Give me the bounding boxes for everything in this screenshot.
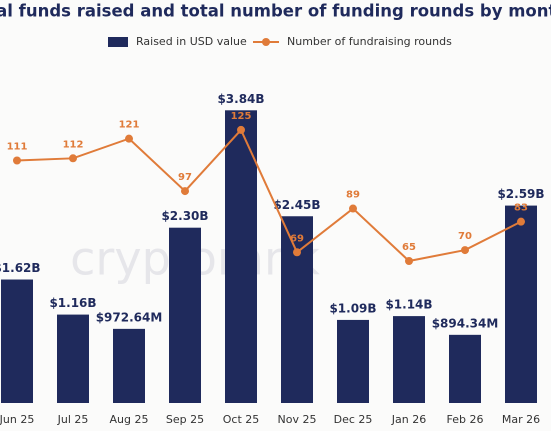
line-point	[349, 204, 357, 213]
legend-swatch	[262, 38, 270, 46]
bar	[225, 110, 257, 403]
x-tick-label: Jul 25	[57, 413, 89, 426]
x-tick-label: Oct 25	[223, 413, 260, 426]
bar-value-label: $1.16B	[49, 296, 96, 310]
legend-label: Raised in USD value	[136, 35, 247, 48]
bar-value-label: $972.64M	[96, 310, 163, 324]
x-tick-label: Feb 26	[447, 413, 484, 426]
x-tick-label: Jun 25	[0, 413, 34, 426]
line-point	[405, 256, 413, 265]
x-tick-label: Aug 25	[110, 413, 149, 426]
bar-value-label: $1.14B	[385, 298, 432, 312]
line-point	[293, 248, 301, 257]
bar-value-label: $1.09B	[329, 301, 376, 315]
line-value-label: 83	[514, 203, 528, 214]
line-value-label: 125	[231, 111, 252, 122]
line-value-label: 97	[178, 172, 192, 183]
line-value-label: 89	[346, 190, 360, 201]
line-value-label: 111	[7, 141, 28, 152]
line-value-label: 65	[402, 242, 416, 253]
bar-value-label: $2.59B	[497, 187, 544, 201]
x-tick-label: Dec 25	[334, 413, 373, 426]
line-point	[517, 217, 525, 226]
line-value-label: 121	[119, 120, 140, 131]
bar	[113, 328, 145, 403]
x-tick-label: Sep 25	[166, 413, 204, 426]
x-tick-label: Nov 25	[278, 413, 317, 426]
bar	[337, 319, 369, 403]
bar	[393, 316, 425, 403]
bar-value-label: $1.62B	[0, 261, 41, 275]
bar	[57, 314, 89, 403]
bar-value-label: $2.45B	[273, 198, 320, 212]
line-value-label: 112	[63, 139, 84, 150]
bar	[169, 227, 201, 403]
line-point	[237, 125, 245, 134]
bar	[449, 334, 481, 403]
legend-swatch	[108, 37, 128, 47]
line-point	[69, 154, 77, 163]
x-tick-label: Jan 26	[391, 413, 426, 426]
chart-title: Total funds raised and total number of f…	[0, 2, 551, 21]
line	[16, 128, 522, 263]
bar-value-label: $3.84B	[217, 92, 264, 106]
line-point	[461, 246, 469, 255]
line-point	[125, 134, 133, 143]
line-value-label: 70	[458, 231, 472, 242]
bar	[1, 279, 33, 403]
legend-label: Number of fundraising rounds	[287, 35, 452, 48]
x-tick-label: Mar 26	[502, 413, 540, 426]
bar-value-label: $894.34M	[432, 316, 499, 330]
line-point	[181, 187, 189, 196]
line-point	[13, 156, 21, 165]
bar	[281, 216, 313, 403]
bar-value-label: $2.30B	[161, 209, 208, 223]
line-value-label: 69	[290, 233, 304, 244]
bar	[505, 205, 537, 403]
